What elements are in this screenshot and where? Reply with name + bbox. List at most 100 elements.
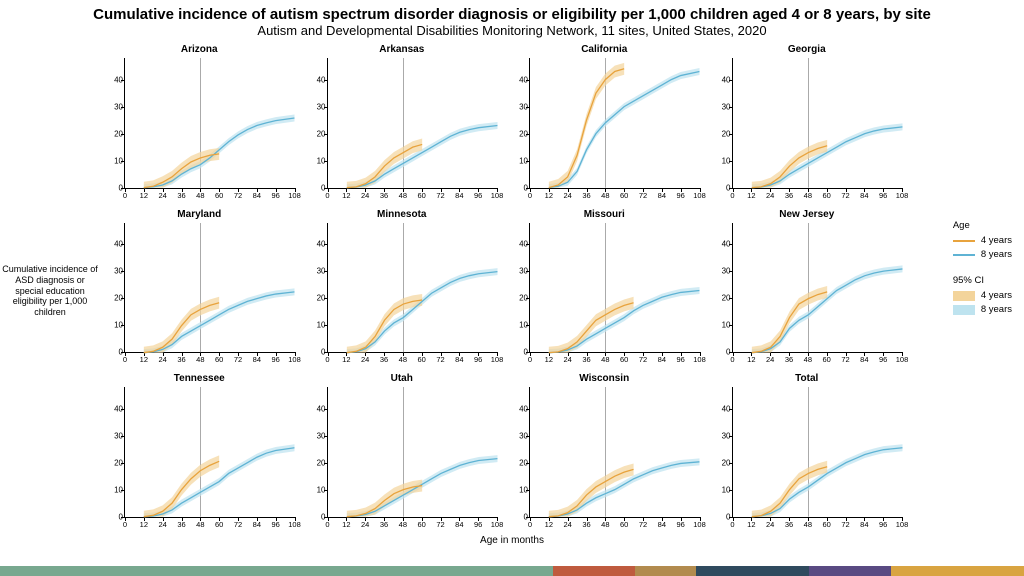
x-tick-label: 24 (361, 520, 369, 529)
x-tick (276, 517, 277, 521)
footer-segment (809, 566, 891, 576)
x-tick (441, 352, 442, 356)
x-tick (365, 352, 366, 356)
plot-svg (125, 223, 295, 353)
x-tick-label: 0 (325, 520, 329, 529)
legend-ci8-label: 8 years (981, 304, 1012, 315)
x-tick-label: 0 (123, 520, 127, 529)
x-tick-label: 36 (177, 191, 185, 200)
x-tick-label: 108 (491, 355, 504, 364)
x-tick (733, 188, 734, 192)
legend-ci8: 8 years (953, 304, 1012, 315)
x-tick-label: 108 (693, 520, 706, 529)
panel-title: Arizona (102, 44, 297, 55)
footer-segment (635, 566, 696, 576)
x-tick-label: 96 (676, 191, 684, 200)
x-tick (827, 352, 828, 356)
x-tick (478, 188, 479, 192)
plot-svg (328, 58, 498, 188)
footer-segment (696, 566, 809, 576)
chart-panel: Minnesota01020304001224364860728496108 (305, 209, 500, 370)
x-tick-label: 84 (860, 520, 868, 529)
legend-age8: 8 years (953, 249, 1012, 260)
x-tick (789, 188, 790, 192)
x-tick-label: 60 (822, 191, 830, 200)
x-tick-label: 108 (896, 355, 909, 364)
x-tick (568, 517, 569, 521)
footer-segment (0, 566, 553, 576)
x-tick-label: 12 (342, 355, 350, 364)
plot-area: 01020304001224364860728496108 (529, 58, 700, 189)
x-tick (662, 188, 663, 192)
x-tick (700, 517, 701, 521)
x-tick-label: 48 (196, 191, 204, 200)
x-tick (789, 352, 790, 356)
x-tick (846, 517, 847, 521)
x-tick (827, 188, 828, 192)
x-tick (681, 517, 682, 521)
x-tick-label: 24 (563, 355, 571, 364)
x-tick-label: 24 (766, 191, 774, 200)
x-tick-label: 0 (123, 355, 127, 364)
x-tick (422, 517, 423, 521)
ci-band-age4 (549, 464, 634, 517)
x-tick-label: 48 (196, 520, 204, 529)
plot-svg (125, 387, 295, 517)
chart-panel: New Jersey01020304001224364860728496108 (710, 209, 905, 370)
x-tick-label: 24 (563, 520, 571, 529)
x-tick-label: 12 (747, 191, 755, 200)
plot-svg (733, 223, 903, 353)
x-tick (182, 188, 183, 192)
x-tick-label: 36 (785, 520, 793, 529)
x-tick (257, 188, 258, 192)
x-tick (200, 517, 201, 521)
x-tick (384, 517, 385, 521)
x-tick (497, 352, 498, 356)
x-tick-label: 108 (896, 520, 909, 529)
x-tick-label: 48 (804, 191, 812, 200)
x-tick-label: 36 (177, 520, 185, 529)
x-tick (643, 517, 644, 521)
x-tick (568, 188, 569, 192)
plot-area: 01020304001224364860728496108 (732, 223, 903, 354)
x-tick-label: 84 (658, 355, 666, 364)
x-tick-label: 12 (140, 520, 148, 529)
x-tick-label: 72 (436, 355, 444, 364)
x-tick (587, 188, 588, 192)
x-tick-label: 0 (528, 520, 532, 529)
x-tick-label: 96 (676, 355, 684, 364)
chart-panel: Total01020304001224364860728496108 (710, 373, 905, 534)
x-tick (441, 188, 442, 192)
x-tick (238, 517, 239, 521)
x-tick-label: 12 (747, 355, 755, 364)
chart-panel: California 01020304001224364860728496108 (507, 44, 702, 205)
x-tick-label: 0 (730, 520, 734, 529)
x-tick-label: 24 (361, 191, 369, 200)
x-tick-label: 72 (639, 520, 647, 529)
x-tick (257, 352, 258, 356)
x-tick-label: 24 (158, 355, 166, 364)
x-tick (902, 352, 903, 356)
legend-ci4: 4 years (953, 290, 1012, 301)
x-tick-label: 108 (491, 191, 504, 200)
ci-band-age4 (751, 140, 826, 188)
x-tick-label: 12 (342, 520, 350, 529)
plot-svg (328, 223, 498, 353)
x-tick (733, 517, 734, 521)
plot-svg (530, 387, 700, 517)
x-tick-label: 72 (639, 355, 647, 364)
plot-area: 01020304001224364860728496108 (327, 387, 498, 518)
x-tick-label: 0 (123, 191, 127, 200)
x-tick (238, 352, 239, 356)
x-tick-label: 48 (601, 355, 609, 364)
x-tick-label: 72 (639, 191, 647, 200)
x-tick-label: 84 (253, 191, 261, 200)
x-tick (295, 188, 296, 192)
legend-age4: 4 years (953, 235, 1012, 246)
panel-title: Georgia (710, 44, 905, 55)
panel-title: California (507, 44, 702, 55)
x-tick (422, 188, 423, 192)
x-tick-label: 60 (620, 191, 628, 200)
x-tick (163, 517, 164, 521)
x-tick-label: 48 (196, 355, 204, 364)
